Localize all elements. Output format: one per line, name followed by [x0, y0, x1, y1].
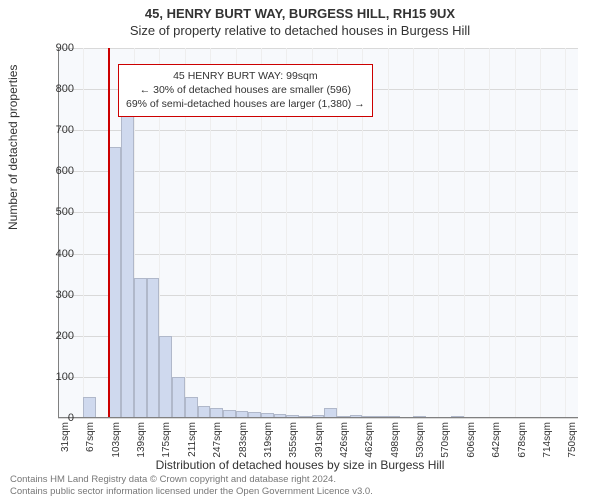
- x-tick-label: 355sqm: [288, 422, 299, 462]
- x-tick-label: 678sqm: [517, 422, 528, 462]
- annotation-line2: ← 30% of detached houses are smaller (59…: [126, 83, 365, 97]
- chart-title-line2: Size of property relative to detached ho…: [10, 23, 590, 38]
- annotation-line1: 45 HENRY BURT WAY: 99sqm: [126, 69, 365, 83]
- grid-line-v: [515, 48, 516, 418]
- y-tick-label: 900: [44, 42, 74, 54]
- y-tick-label: 200: [44, 330, 74, 342]
- x-tick-label: 211sqm: [187, 422, 198, 462]
- y-tick-label: 700: [44, 124, 74, 136]
- grid-line-h: [58, 130, 578, 131]
- grid-line-v: [489, 48, 490, 418]
- annotation-line3: 69% of semi-detached houses are larger (…: [126, 97, 365, 111]
- x-tick-label: 247sqm: [212, 422, 223, 462]
- x-tick-label: 103sqm: [111, 422, 122, 462]
- axis-bottom: [58, 417, 578, 418]
- x-tick-label: 530sqm: [415, 422, 426, 462]
- grid-line-h: [58, 171, 578, 172]
- x-tick-label: 426sqm: [339, 422, 350, 462]
- x-tick-label: 462sqm: [364, 422, 375, 462]
- footer-line1: Contains HM Land Registry data © Crown c…: [10, 474, 590, 486]
- x-tick-label: 31sqm: [60, 422, 71, 462]
- y-axis-label: Number of detached properties: [6, 65, 20, 230]
- x-tick-label: 570sqm: [440, 422, 451, 462]
- histogram-bar: [109, 147, 122, 418]
- grid-line-v: [388, 48, 389, 418]
- grid-line-v: [464, 48, 465, 418]
- grid-line-v: [83, 48, 84, 418]
- footer-attribution: Contains HM Land Registry data © Crown c…: [10, 474, 590, 498]
- histogram-bar: [185, 397, 198, 418]
- grid-line-h: [58, 418, 578, 419]
- histogram-bar: [172, 377, 185, 418]
- x-tick-label: 139sqm: [136, 422, 147, 462]
- x-tick-label: 498sqm: [390, 422, 401, 462]
- grid-line-h: [58, 254, 578, 255]
- histogram-bar: [83, 397, 96, 418]
- x-tick-label: 606sqm: [466, 422, 477, 462]
- y-tick-label: 600: [44, 165, 74, 177]
- y-tick-label: 500: [44, 206, 74, 218]
- histogram-bar: [134, 278, 147, 418]
- axis-left: [58, 48, 59, 418]
- footer-line2: Contains public sector information licen…: [10, 486, 590, 498]
- grid-line-v: [413, 48, 414, 418]
- x-tick-label: 750sqm: [567, 422, 578, 462]
- histogram-bar: [147, 278, 160, 418]
- annotation-box: 45 HENRY BURT WAY: 99sqm← 30% of detache…: [118, 64, 373, 117]
- histogram-bar: [159, 336, 172, 418]
- x-tick-label: 67sqm: [85, 422, 96, 462]
- y-tick-label: 300: [44, 289, 74, 301]
- grid-line-v: [565, 48, 566, 418]
- x-tick-label: 175sqm: [161, 422, 172, 462]
- y-tick-label: 100: [44, 371, 74, 383]
- chart-title-line1: 45, HENRY BURT WAY, BURGESS HILL, RH15 9…: [10, 6, 590, 21]
- y-tick-label: 400: [44, 248, 74, 260]
- property-marker-line: [108, 48, 110, 418]
- grid-line-h: [58, 48, 578, 49]
- histogram-bar: [121, 81, 134, 418]
- x-tick-label: 642sqm: [491, 422, 502, 462]
- x-tick-label: 391sqm: [314, 422, 325, 462]
- x-tick-label: 714sqm: [542, 422, 553, 462]
- grid-line-v: [438, 48, 439, 418]
- x-tick-label: 283sqm: [238, 422, 249, 462]
- grid-line-v: [540, 48, 541, 418]
- x-tick-label: 319sqm: [263, 422, 274, 462]
- y-tick-label: 800: [44, 83, 74, 95]
- grid-line-h: [58, 212, 578, 213]
- chart-title-block: 45, HENRY BURT WAY, BURGESS HILL, RH15 9…: [0, 0, 600, 40]
